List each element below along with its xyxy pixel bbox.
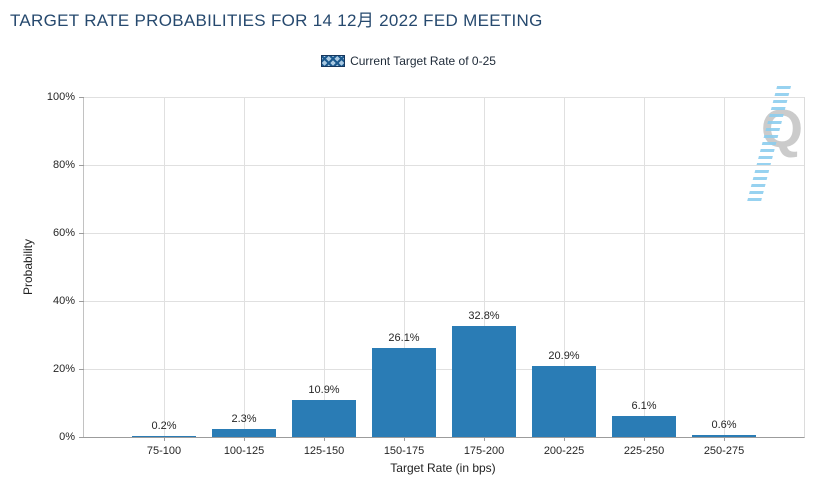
vertical-gridline — [164, 97, 165, 437]
bar-value-label: 2.3% — [231, 413, 257, 426]
vertical-gridline — [324, 97, 325, 437]
category-slot: 2.3% 100-125 — [204, 97, 284, 457]
y-tick-mark — [79, 233, 84, 234]
y-tick-mark — [79, 437, 84, 438]
category-slot: 32.8% 175-200 — [444, 97, 524, 457]
category-slot: 0.6% 250-275 — [684, 97, 764, 457]
x-tick-mark — [164, 437, 165, 441]
vertical-gridline — [244, 97, 245, 437]
category-slot: 20.9% 200-225 — [524, 97, 604, 457]
y-tick-label: 100% — [46, 91, 75, 103]
legend-swatch-icon — [321, 55, 346, 67]
y-tick-label: 20% — [52, 363, 75, 375]
bar-value-label: 6.1% — [631, 400, 657, 413]
plot-area: 0% 20% 40% 60% 80% 100% 0.2% 75-100 2.3% 100-… — [47, 91, 805, 457]
vertical-gridline — [564, 97, 565, 437]
y-tick-mark — [79, 165, 84, 166]
bar-value-label: 20.9% — [548, 349, 580, 362]
category-slot: 26.1% 150-175 — [364, 97, 444, 457]
x-tick-mark — [484, 437, 485, 441]
plot-slots: 0.2% 75-100 2.3% 100-125 10.9% 125-150 2… — [124, 97, 764, 457]
horizontal-gridline — [84, 97, 804, 98]
category-slot: 6.1% 225-250 — [604, 97, 684, 457]
y-tick-mark — [79, 97, 84, 98]
vertical-gridline — [724, 97, 725, 437]
vertical-gridline — [644, 97, 645, 437]
chart-title: TARGET RATE PROBABILITIES FOR 14 12月 202… — [10, 11, 543, 30]
bar[interactable]: 20.9% — [532, 350, 596, 437]
x-tick-label: 250-275 — [703, 445, 745, 457]
vertical-gridline — [404, 97, 405, 437]
x-tick-mark — [244, 437, 245, 441]
bar-value-label: 0.2% — [151, 420, 177, 432]
x-tick-label: 100-125 — [223, 445, 265, 457]
x-tick-label: 175-200 — [463, 445, 505, 457]
horizontal-gridline — [84, 301, 804, 302]
bar[interactable]: 10.9% — [292, 384, 356, 437]
bar[interactable]: 0.2% — [132, 420, 196, 437]
x-tick-mark — [324, 437, 325, 441]
x-axis-title: Target Rate (in bps) — [390, 461, 496, 475]
x-tick-label: 125-150 — [303, 445, 345, 457]
y-tick-label: 0% — [59, 431, 75, 443]
x-tick-mark — [404, 437, 405, 441]
bar[interactable]: 0.6% — [692, 419, 756, 437]
bar-value-label: 32.8% — [468, 309, 500, 322]
y-axis-title: Probability — [21, 238, 35, 296]
x-tick-mark — [564, 437, 565, 441]
bar-value-label: 0.6% — [711, 419, 737, 431]
category-slot: 10.9% 125-150 — [284, 97, 364, 457]
bar-value-label: 26.1% — [388, 332, 420, 345]
y-tick-mark — [79, 369, 84, 370]
bar[interactable]: 26.1% — [372, 332, 436, 437]
y-tick-label: 60% — [52, 227, 75, 239]
legend-label: Current Target Rate of 0-25 — [350, 54, 496, 68]
y-tick-mark — [79, 301, 84, 302]
x-tick-label: 200-225 — [543, 445, 585, 457]
bar-value-label: 10.9% — [308, 383, 340, 396]
horizontal-gridline — [84, 233, 804, 234]
bar[interactable]: 32.8% — [452, 310, 516, 437]
x-tick-label: 75-100 — [146, 445, 182, 457]
x-tick-label: 150-175 — [383, 445, 425, 457]
category-slot: 0.2% 75-100 — [124, 97, 204, 457]
bar[interactable]: 2.3% — [212, 413, 276, 437]
y-tick-label: 40% — [52, 295, 75, 307]
x-tick-mark — [724, 437, 725, 441]
vertical-gridline — [484, 97, 485, 437]
x-tick-mark — [644, 437, 645, 441]
horizontal-gridline — [84, 165, 804, 166]
y-tick-label: 80% — [52, 159, 75, 171]
legend[interactable]: Current Target Rate of 0-25 — [0, 54, 817, 68]
x-tick-label: 225-250 — [623, 445, 665, 457]
horizontal-gridline — [84, 369, 804, 370]
watermark: Q — [738, 86, 806, 220]
bar[interactable]: 6.1% — [612, 400, 676, 437]
